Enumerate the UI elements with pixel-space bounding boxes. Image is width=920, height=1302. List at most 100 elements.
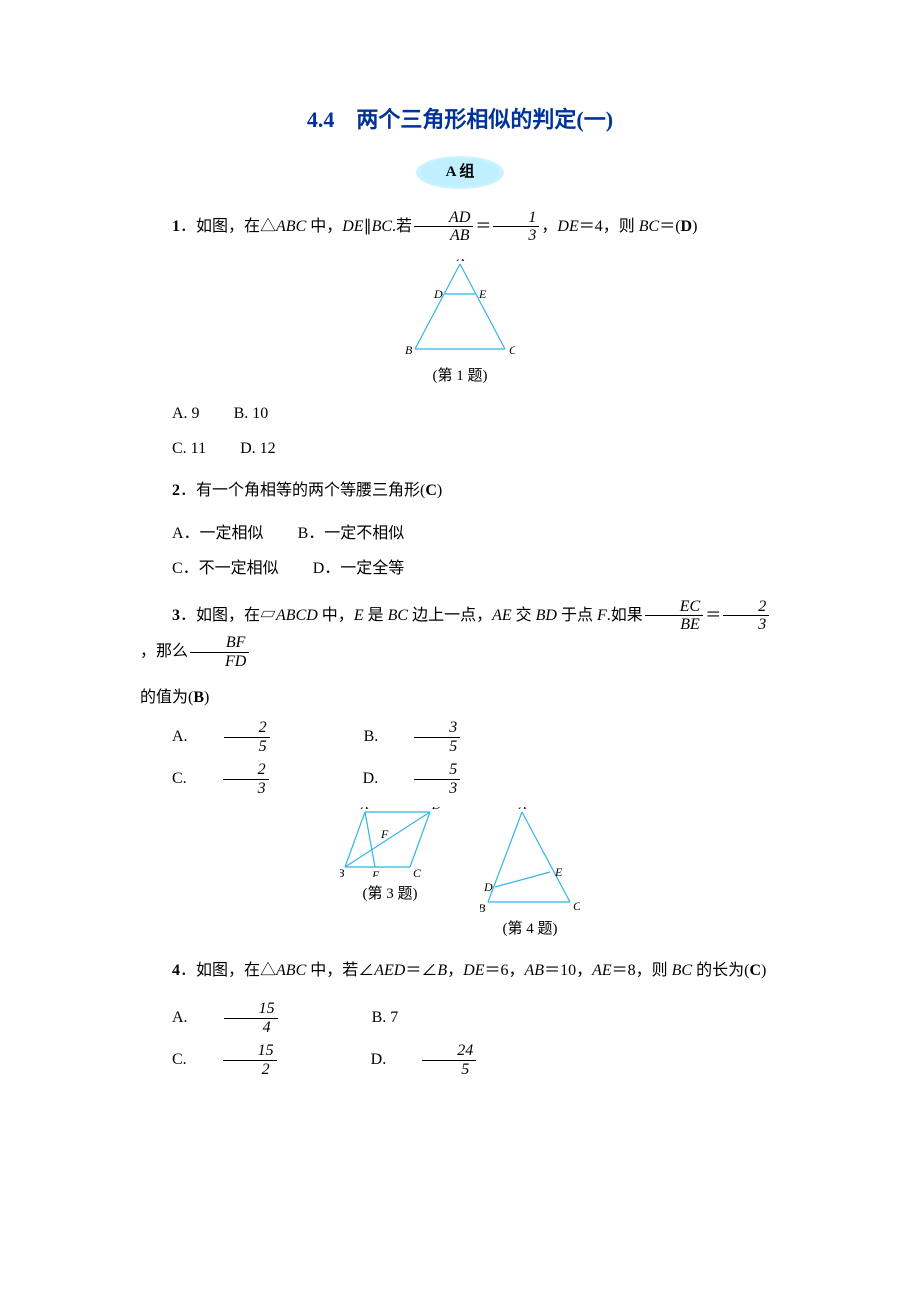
q3-ae: AE (492, 607, 512, 624)
q3-opt-c: C. 23 (172, 770, 329, 787)
q1-close: ) (692, 217, 697, 234)
q4-abc: ABC (276, 962, 306, 979)
q4-opt-c: C. 152 (172, 1051, 337, 1068)
q3-abcd: ABCD (276, 607, 318, 624)
q1-mid: 中， (306, 217, 342, 234)
q1-de: DE (342, 217, 363, 234)
q3-eq1: ＝ (705, 607, 721, 624)
figure-1-svg: ABCDE (405, 259, 515, 359)
q3-bc: BC (388, 607, 408, 624)
q4-t1: ．如图，在△ (180, 962, 276, 979)
svg-text:E: E (478, 287, 487, 301)
q4-de: DE (463, 962, 484, 979)
q3-t7: .如果 (607, 607, 643, 624)
q4-eq2: ＝6， (485, 962, 525, 979)
q1-frac2: 13 (493, 209, 539, 245)
q3-t5: 交 (512, 607, 536, 624)
q3-t9: 的值为( (140, 689, 193, 706)
q3-t4: 边上一点， (408, 607, 492, 624)
q3-line2: 的值为(B) (140, 684, 780, 713)
q1-frac1: ADAB (414, 209, 473, 245)
q1-opt-d: D. 12 (240, 440, 276, 457)
q2-options-row1: A．一定相似 B．一定不相似 (140, 520, 780, 549)
q2-answer: C (425, 482, 437, 499)
q2-text: ．有一个角相等的两个等腰三角形( (180, 482, 425, 499)
q3-opt-d: D. 53 (363, 770, 521, 787)
q1-bc: BC (372, 217, 392, 234)
q3-answer: B (193, 689, 204, 706)
q1-options-row2: C. 11 D. 12 (140, 435, 780, 464)
q4-options-row2: C. 152 D. 245 (140, 1042, 780, 1078)
q3-frac2: 23 (723, 598, 769, 634)
q4-options-row1: A. 154 B. 7 (140, 1000, 780, 1036)
figure-3-caption: (第 3 题) (340, 881, 440, 908)
q4-ae: AE (592, 962, 612, 979)
q3-options-row2: C. 23 D. 53 (140, 761, 780, 797)
svg-text:C: C (509, 343, 515, 357)
q4-ab: AB (525, 962, 545, 979)
q1-eq2: ＝4，则 (579, 217, 639, 234)
figure-4-svg: A B C D E (480, 807, 580, 912)
figures-3-4: ADBCEF (第 3 题) ABCDE (第 4 题) (140, 807, 780, 943)
q3-t6: 于点 (557, 607, 597, 624)
q3-t8: ，那么 (140, 643, 188, 660)
q3-t2: 中， (318, 607, 354, 624)
q4-aed: AED (374, 962, 405, 979)
q4-opt-a: A. 154 (172, 1009, 338, 1026)
figure-3: ADBCEF (第 3 题) (340, 807, 440, 943)
figure-3-svg: ADBCEF (340, 807, 440, 877)
q4-opt-d: D. 245 (371, 1051, 537, 1068)
svg-text:B: B (405, 343, 413, 357)
svg-text:D: D (483, 880, 493, 894)
q4-c1: ， (447, 962, 463, 979)
q4-t2: 中，若∠ (306, 962, 374, 979)
q3-f: F (597, 607, 607, 624)
q2-options-row2: C．不一定相似 D．一定全等 (140, 555, 780, 584)
q3-close: ) (204, 689, 209, 706)
q4-bc: BC (672, 962, 692, 979)
q3-bd: BD (536, 607, 557, 624)
figure-1: ABCDE (第 1 题) (140, 259, 780, 390)
section-title: 4.4 两个三角形相似的判定(一) (140, 100, 780, 140)
q4-number: 4 (172, 962, 180, 979)
q1-opt-c: C. 11 (172, 440, 206, 457)
q4-eq1: ＝∠ (405, 962, 437, 979)
question-4: 4．如图，在△ABC 中，若∠AED＝∠B，DE＝6，AB＝10，AE＝8，则 … (140, 957, 780, 986)
q3-opt-b: B. 35 (364, 728, 521, 745)
q1-bc2: BC (639, 217, 659, 234)
q4-close: ) (761, 962, 766, 979)
svg-text:E: E (554, 865, 563, 879)
q4-answer: C (749, 962, 761, 979)
svg-text:C: C (573, 899, 580, 912)
svg-text:B: B (480, 901, 486, 912)
q1-parallel: ∥ (364, 217, 372, 234)
svg-text:D: D (431, 807, 440, 812)
svg-text:A: A (518, 807, 527, 812)
q4-eq4: ＝8，则 (612, 962, 672, 979)
q2-opt-c: C．不一定相似 (172, 560, 279, 577)
svg-text:A: A (456, 259, 465, 264)
q1-eq3: ＝( (659, 217, 680, 234)
q3-t1: ．如图，在▱ (180, 607, 276, 624)
svg-text:E: E (371, 868, 380, 877)
q2-opt-d: D．一定全等 (313, 560, 405, 577)
q1-text: ．如图，在△ (180, 217, 276, 234)
q4-t3: 的长为( (692, 962, 749, 979)
figure-1-caption: (第 1 题) (140, 363, 780, 390)
q1-number: 1 (172, 217, 180, 234)
q4-opt-b: B. 7 (372, 1009, 399, 1026)
svg-text:B: B (340, 866, 345, 877)
q3-options-row1: A. 25 B. 35 (140, 719, 780, 755)
q2-opt-a: A．一定相似 (172, 525, 264, 542)
group-label-container: A 组 (140, 156, 780, 189)
q3-opt-a: A. 25 (172, 728, 330, 745)
q1-answer: D (681, 217, 693, 234)
svg-text:A: A (360, 807, 369, 812)
q4-eq3: ＝10， (544, 962, 592, 979)
question-3: 3．如图，在▱ABCD 中，E 是 BC 边上一点，AE 交 BD 于点 F.如… (140, 598, 780, 670)
q3-e: E (354, 607, 364, 624)
group-label: A 组 (416, 156, 505, 189)
q2-close: ) (437, 482, 442, 499)
figure-4-caption: (第 4 题) (480, 916, 580, 943)
q4-b: B (437, 962, 447, 979)
